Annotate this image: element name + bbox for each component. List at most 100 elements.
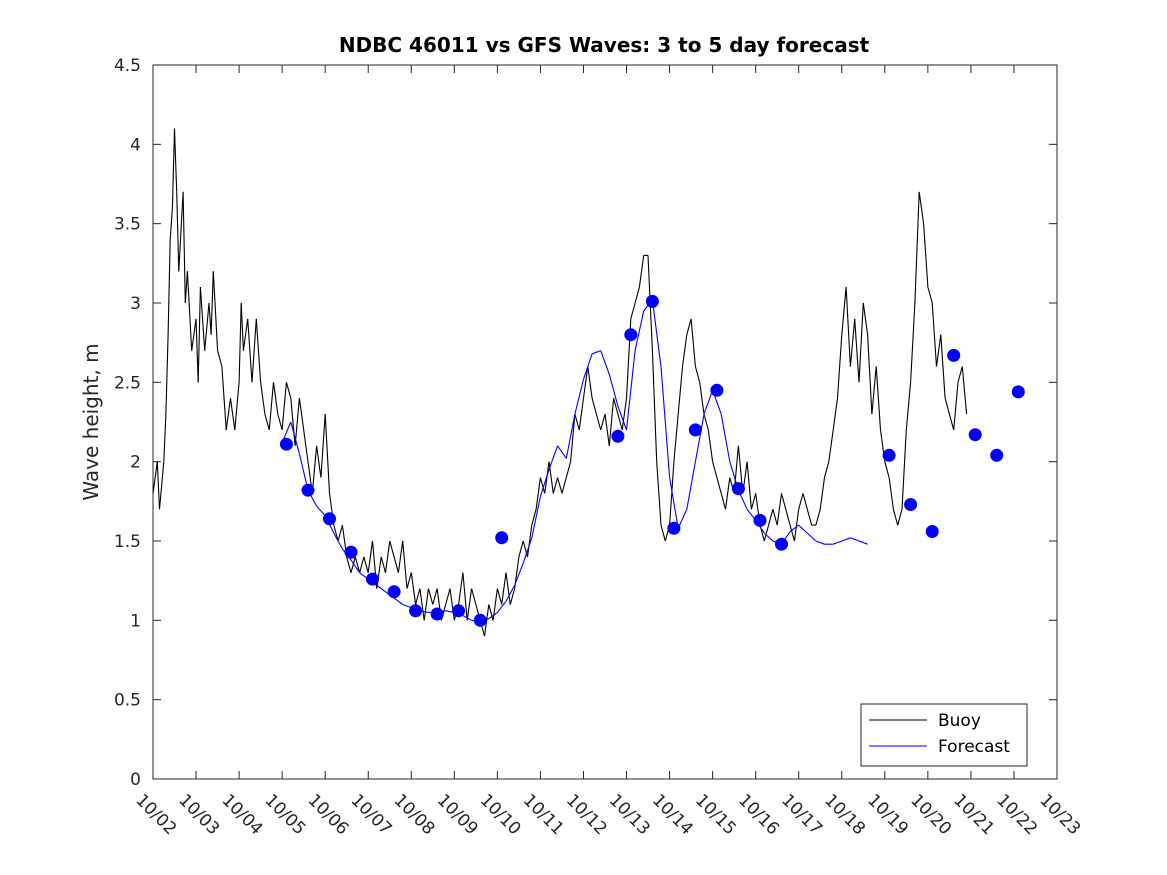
forecast-marker [710, 383, 724, 397]
series-buoy-segment [690, 318, 696, 367]
series-buoy-segment [703, 413, 709, 431]
series-buoy-segment [557, 477, 563, 494]
series-forecast-segment [841, 537, 851, 542]
series-buoy-segment [901, 429, 907, 510]
series-forecast-segment [557, 445, 567, 459]
forecast-marker [775, 537, 788, 551]
forecast-marker [366, 572, 379, 586]
series-buoy-segment [466, 588, 473, 621]
plot-frame [152, 64, 1058, 780]
series-forecast-segment [488, 611, 498, 620]
series-forecast-segment [669, 477, 679, 529]
series-buoy-segment [488, 604, 494, 621]
series-buoy-segment [303, 429, 309, 462]
series-forecast-segment [651, 299, 662, 367]
series-buoy-segment [953, 382, 959, 430]
forecast-marker [387, 585, 401, 599]
series-buoy-segment [910, 302, 916, 383]
series-buoy-segment [272, 382, 279, 415]
series-buoy-segment [694, 366, 701, 383]
series-forecast-segment [531, 496, 541, 538]
series-forecast-segment [608, 374, 619, 407]
series-buoy-segment [806, 509, 813, 526]
series-buoy-segment [789, 524, 795, 542]
series-forecast-segment [694, 414, 705, 462]
forecast-marker [925, 525, 939, 538]
y-tick-label: 4 [130, 135, 141, 155]
series-buoy-segment [350, 556, 356, 573]
series-buoy-segment [776, 493, 783, 526]
series-buoy-segment [897, 509, 903, 526]
series-buoy-segment [681, 334, 688, 367]
series-buoy-segment [570, 414, 576, 462]
series-buoy-segment [367, 540, 374, 573]
series-buoy-segment [621, 398, 628, 430]
series-buoy-segment [221, 366, 227, 430]
series-buoy-segment [264, 413, 270, 431]
series-buoy-segment [707, 429, 714, 462]
forecast-marker [301, 483, 315, 497]
series-buoy-segment [501, 572, 507, 605]
forecast-marker [409, 604, 423, 618]
series-buoy-segment [673, 414, 679, 462]
series-buoy-segment [316, 445, 322, 478]
series-buoy-segment [656, 461, 662, 526]
series-buoy-segment [496, 588, 503, 605]
series-buoy-segment [445, 588, 451, 605]
series-buoy-segment [858, 302, 864, 383]
series-buoy-segment [574, 413, 580, 431]
series-buoy-segment [277, 413, 283, 431]
series-forecast-segment [514, 563, 524, 586]
series-forecast-segment [565, 413, 576, 459]
chart-title: NDBC 46011 vs GFS Waves: 3 to 5 day fore… [339, 33, 870, 57]
series-buoy-segment [158, 461, 165, 510]
series-buoy-segment [862, 302, 869, 335]
forecast-marker [904, 498, 918, 511]
forecast-marker [452, 604, 466, 618]
series-buoy-segment [948, 413, 955, 431]
series-forecast-segment [850, 537, 860, 542]
series-forecast-segment [316, 505, 326, 516]
forecast-marker [882, 448, 896, 462]
series-buoy-segment [152, 461, 158, 494]
series-buoy-segment [169, 207, 173, 240]
series-buoy-segment [173, 128, 178, 192]
series-buoy-segment [255, 318, 262, 383]
series-buoy-segment [191, 318, 197, 351]
series-buoy-segment [462, 572, 468, 621]
series-forecast-segment [703, 390, 714, 415]
series-buoy-segment [565, 461, 572, 478]
series-buoy-segment [238, 302, 242, 383]
forecast-marker [1011, 385, 1025, 399]
series-buoy-segment [914, 191, 920, 304]
series-forecast-segment [677, 509, 688, 529]
series-buoy-segment [290, 398, 296, 446]
series-buoy-segment [763, 524, 770, 542]
series-buoy-segment [324, 414, 331, 494]
series-buoy-segment [845, 287, 851, 367]
series-buoy-segment [750, 493, 757, 510]
series-buoy-segment [660, 524, 666, 542]
series-buoy-segment [617, 413, 623, 431]
y-tick-label: 1 [130, 611, 141, 631]
series-forecast-segment [290, 421, 300, 454]
series-buoy-segment [337, 524, 343, 542]
series-buoy-segment [471, 588, 477, 605]
series-buoy-segment [798, 493, 804, 510]
legend-label-buoy: Buoy [938, 711, 981, 731]
y-tick-label: 3.5 [114, 215, 141, 235]
series-buoy-segment [651, 350, 658, 462]
series-buoy-segment [892, 509, 899, 526]
series-buoy-segment [591, 398, 597, 415]
series-buoy-segment [854, 318, 860, 383]
legend-label-forecast: Forecast [938, 737, 1010, 757]
series-buoy-segment [638, 255, 645, 288]
forecast-marker [624, 328, 638, 342]
series-buoy-segment [458, 572, 464, 605]
series-buoy-segment [240, 302, 244, 351]
series-forecast-segment [686, 461, 696, 510]
series-buoy-segment [380, 556, 387, 573]
series-buoy-segment [724, 477, 731, 510]
series-forecast-segment [462, 615, 472, 621]
